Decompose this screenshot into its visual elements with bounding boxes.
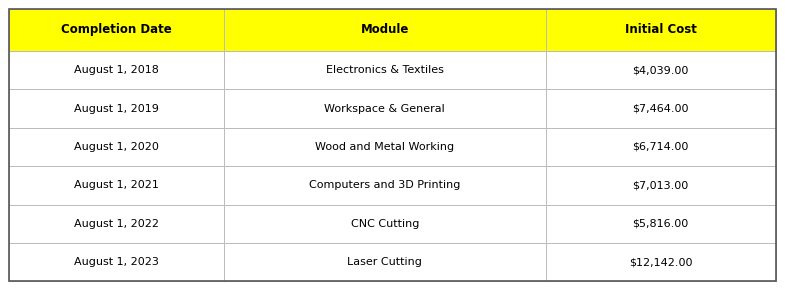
Text: August 1, 2022: August 1, 2022	[74, 219, 159, 229]
Bar	[9, 204, 224, 243]
Bar	[224, 128, 546, 166]
Text: Workspace & General: Workspace & General	[324, 104, 445, 114]
Text: $6,714.00: $6,714.00	[633, 142, 689, 152]
Text: Computers and 3D Printing: Computers and 3D Printing	[309, 180, 461, 190]
Text: $12,142.00: $12,142.00	[629, 257, 692, 267]
Text: Laser Cutting: Laser Cutting	[348, 257, 422, 267]
Bar	[546, 9, 776, 51]
Text: $7,464.00: $7,464.00	[633, 104, 689, 114]
Text: Wood and Metal Working: Wood and Metal Working	[316, 142, 455, 152]
Text: August 1, 2021: August 1, 2021	[75, 180, 159, 190]
Text: August 1, 2020: August 1, 2020	[75, 142, 159, 152]
Bar	[224, 51, 546, 89]
Text: $4,039.00: $4,039.00	[633, 65, 689, 75]
Bar	[224, 243, 546, 281]
Text: August 1, 2019: August 1, 2019	[75, 104, 159, 114]
Text: CNC Cutting: CNC Cutting	[351, 219, 419, 229]
Bar	[224, 204, 546, 243]
Bar	[546, 51, 776, 89]
Bar	[9, 89, 224, 128]
Bar	[9, 243, 224, 281]
Bar	[9, 51, 224, 89]
Bar	[546, 243, 776, 281]
Bar	[546, 204, 776, 243]
Text: August 1, 2018: August 1, 2018	[75, 65, 159, 75]
Text: Module: Module	[360, 23, 409, 36]
Bar	[546, 89, 776, 128]
Text: Completion Date: Completion Date	[61, 23, 172, 36]
Bar	[9, 128, 224, 166]
Text: August 1, 2023: August 1, 2023	[75, 257, 159, 267]
Bar	[224, 89, 546, 128]
Text: Initial Cost: Initial Cost	[625, 23, 696, 36]
Bar	[224, 166, 546, 204]
Text: Electronics & Textiles: Electronics & Textiles	[326, 65, 444, 75]
Bar	[9, 9, 224, 51]
Bar	[224, 9, 546, 51]
Bar	[546, 166, 776, 204]
Text: $5,816.00: $5,816.00	[633, 219, 688, 229]
Bar	[9, 166, 224, 204]
Bar	[546, 128, 776, 166]
Text: $7,013.00: $7,013.00	[633, 180, 688, 190]
